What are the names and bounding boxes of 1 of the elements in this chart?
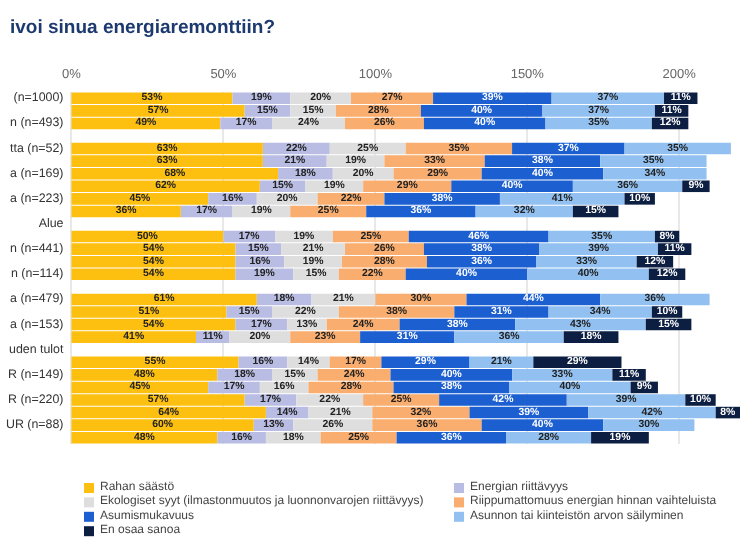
chart-title: ivoi sinua energiaremonttiin? bbox=[10, 17, 276, 39]
